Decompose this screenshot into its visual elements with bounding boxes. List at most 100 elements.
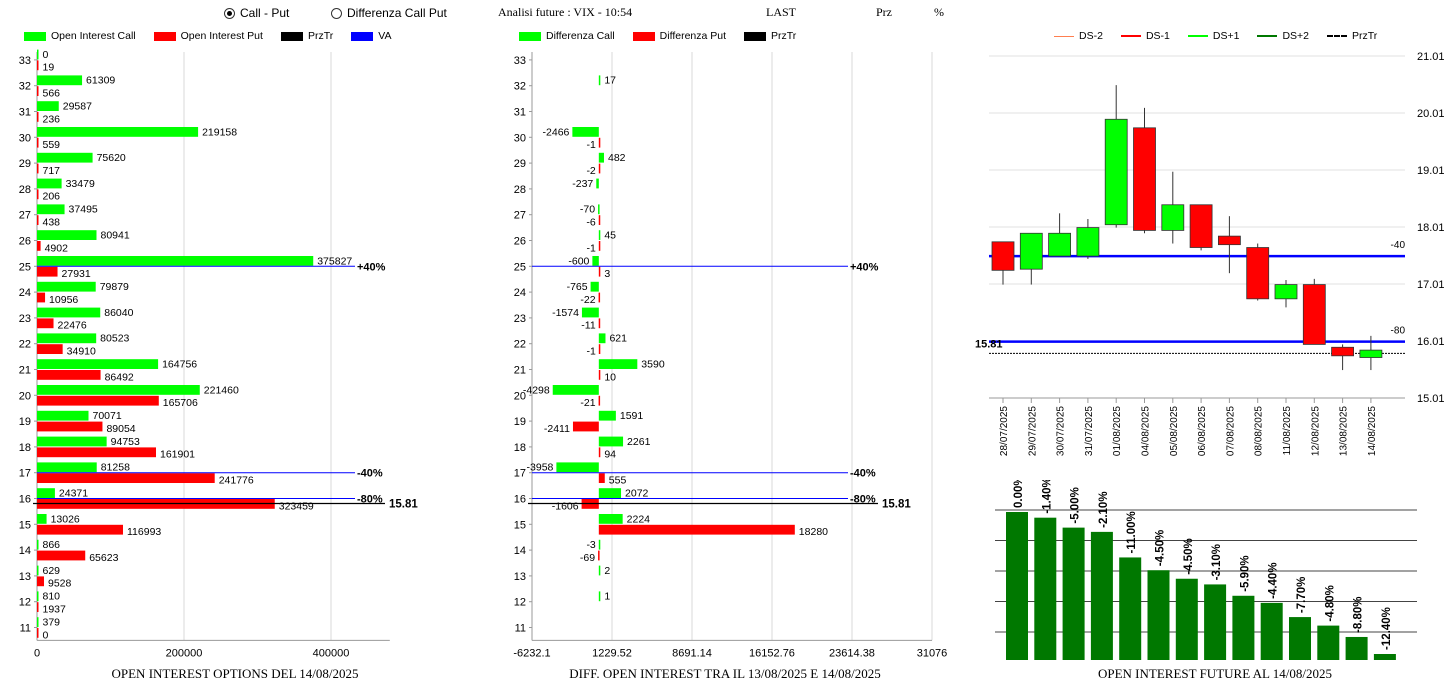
- call-bar: [37, 204, 65, 215]
- va-label: -40%: [850, 468, 876, 480]
- call-bar: [37, 488, 55, 498]
- date-label: 01/08/2025: [1112, 406, 1123, 456]
- call-value-label: 164756: [162, 359, 197, 371]
- legend-diff: Differenza Call Differenza Put PrzTr: [519, 30, 808, 42]
- put-value-label: 34910: [67, 346, 96, 358]
- legend-put: Open Interest Put: [153, 30, 263, 42]
- put-value-label: -6: [586, 217, 595, 229]
- put-bar: [37, 189, 39, 200]
- put-bar: [37, 421, 103, 432]
- put-bar: [598, 137, 601, 148]
- strike-label: 20: [19, 390, 31, 402]
- candle-body: [1359, 349, 1383, 358]
- call-bar: [598, 75, 601, 86]
- call-value-label: 13026: [51, 513, 80, 525]
- call-bar: [552, 384, 599, 395]
- call-bar: [598, 204, 600, 215]
- put-bar: [37, 602, 39, 613]
- date-label: 07/08/2025: [1225, 406, 1236, 456]
- radio-unselected-icon[interactable]: [331, 7, 342, 19]
- strike-label: 16: [514, 494, 526, 506]
- put-bar: [37, 473, 215, 484]
- call-bar: [598, 565, 601, 576]
- call-bar: [572, 126, 599, 137]
- date-label: 13/08/2025: [1339, 406, 1350, 456]
- analysis-title: Analisi future : VIX - 10:54: [498, 5, 633, 19]
- strike-label: 18: [514, 442, 526, 454]
- call-bar: [37, 230, 97, 240]
- candle-body: [991, 241, 1015, 271]
- strike-label: 32: [19, 81, 31, 93]
- put-value-label: 4902: [45, 242, 69, 254]
- call-value-label: -3958: [527, 462, 554, 474]
- put-bar: [37, 318, 54, 329]
- put-bar: [598, 266, 601, 277]
- put-value-label: -69: [580, 552, 595, 564]
- strike-label: 21: [514, 365, 526, 377]
- put-value-label: 3: [604, 268, 610, 280]
- call-bar: [598, 333, 606, 344]
- put-value-label: 27931: [62, 268, 91, 280]
- x-tick-label: 400000: [313, 647, 350, 659]
- put-value-label: 9528: [48, 578, 72, 590]
- put-value-label: 555: [609, 475, 627, 487]
- strike-label: 24: [514, 287, 526, 299]
- strike-label: 28: [514, 184, 526, 196]
- chart-diff-open-interest: -6232.1 1229.52 8691.14 16152.76 23614.38 310…: [513, 52, 947, 659]
- call-bar: [598, 513, 623, 524]
- oi-bar: [1119, 557, 1142, 660]
- radio-call-put[interactable]: Call - Put: [224, 6, 289, 20]
- strike-label: 25: [19, 261, 31, 273]
- candle-body: [1161, 204, 1185, 231]
- put-value-label: -1: [586, 242, 595, 254]
- call-value-label: 61309: [86, 75, 115, 87]
- call-value-label: -600: [568, 255, 589, 267]
- radio-selected-icon[interactable]: [224, 7, 235, 19]
- put-value-label: 0: [43, 629, 49, 641]
- strike-label: 31: [514, 107, 526, 119]
- call-value-label: 482: [608, 152, 626, 164]
- x-tick-label: 16152.76: [749, 647, 795, 659]
- put-value-label: -21: [580, 397, 595, 409]
- put-bar: [598, 370, 601, 380]
- put-value-label: 89054: [106, 423, 135, 435]
- y-tick-label: 16.01: [1417, 336, 1445, 348]
- date-label: 28/07/2025: [999, 406, 1010, 456]
- candle-body: [1246, 247, 1270, 300]
- call-value-label: 79879: [100, 281, 129, 293]
- call-value-label: 866: [43, 539, 61, 551]
- x-tick-label: 1229.52: [592, 647, 632, 659]
- oi-value-label: -2.10%: [1098, 491, 1110, 527]
- call-bar: [598, 591, 601, 602]
- last-label: LAST: [766, 5, 796, 19]
- date-label: 11/08/2025: [1282, 406, 1293, 456]
- strike-label: 19: [19, 416, 31, 428]
- strike-label: 14: [19, 545, 31, 557]
- date-label: 08/08/2025: [1254, 406, 1265, 456]
- call-value-label: -765: [567, 281, 588, 293]
- put-bar: [37, 628, 39, 638]
- put-value-label: 559: [43, 139, 61, 151]
- put-bar: [37, 447, 156, 458]
- oi-bar: [1034, 517, 1057, 660]
- put-value-label: 22476: [58, 320, 87, 332]
- candle-body: [1189, 204, 1213, 248]
- oi-value-label: -4.50%: [1183, 538, 1195, 574]
- y-tick-label: 17.01: [1417, 279, 1445, 291]
- date-label: 31/07/2025: [1084, 406, 1095, 456]
- put-value-label: -2: [586, 165, 595, 177]
- strike-label: 26: [514, 236, 526, 248]
- call-value-label: 221460: [204, 384, 239, 396]
- call-bar: [598, 436, 624, 447]
- strike-label: 23: [19, 313, 31, 325]
- oi-value-label: -4.80%: [1324, 585, 1336, 621]
- oi-value-label: -5.90%: [1239, 555, 1251, 591]
- put-value-label: -1: [586, 346, 595, 358]
- put-bar: [37, 576, 45, 587]
- put-bar: [37, 241, 41, 251]
- put-value-label: 86492: [105, 371, 134, 383]
- y-tick-label: 18.01: [1417, 222, 1445, 234]
- radio-differenza[interactable]: Differenza Call Put: [331, 6, 447, 20]
- prztr-label: 15.81: [882, 499, 911, 511]
- put-value-label: 65623: [89, 552, 118, 564]
